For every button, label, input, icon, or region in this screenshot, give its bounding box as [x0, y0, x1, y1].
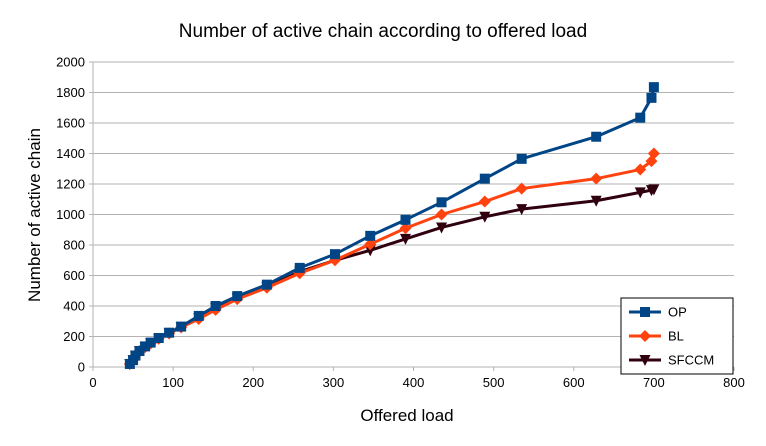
series-line — [128, 86, 656, 365]
data-point — [516, 153, 527, 164]
data-point — [646, 92, 657, 103]
data-point — [153, 333, 164, 344]
data-point — [479, 173, 490, 184]
data-point — [647, 147, 660, 160]
data-point — [261, 279, 272, 290]
data-point — [435, 208, 448, 221]
data-point — [329, 249, 340, 260]
legend-item-sfccm: SFCCM — [629, 353, 714, 368]
legend-swatch-marker — [640, 307, 650, 317]
x-tick-label: 0 — [89, 375, 96, 390]
legend-label: BL — [668, 329, 684, 344]
data-point — [294, 262, 305, 273]
data-point — [516, 204, 528, 216]
legend-label: OP — [668, 305, 687, 320]
series-op — [124, 82, 659, 369]
data-point — [478, 195, 491, 208]
data-point — [436, 222, 448, 234]
legend-item-bl: BL — [629, 329, 684, 344]
y-tick-label: 600 — [63, 268, 85, 283]
data-point — [365, 230, 376, 241]
y-tick-label: 1200 — [56, 177, 85, 192]
legend: OP BL SFCCM — [620, 297, 734, 375]
legend-swatch-marker — [639, 355, 651, 366]
data-point — [176, 321, 187, 332]
y-axis-label: Number of active chain — [25, 128, 44, 302]
data-point — [164, 327, 175, 338]
legend-swatch-marker — [639, 330, 651, 342]
x-tick-label: 800 — [723, 375, 745, 390]
data-point — [648, 184, 660, 196]
data-point — [648, 82, 659, 93]
data-point — [634, 187, 646, 199]
data-point — [210, 301, 221, 311]
y-tick-label: 1000 — [56, 207, 85, 222]
data-point — [400, 214, 411, 225]
series-lines — [123, 82, 660, 370]
data-point — [590, 195, 602, 207]
data-point — [479, 211, 491, 223]
y-tick-label: 1600 — [56, 116, 85, 131]
y-tick-label: 200 — [63, 329, 85, 344]
data-point — [399, 222, 412, 235]
y-tick-label: 0 — [78, 360, 85, 375]
x-tick-label: 500 — [483, 375, 505, 390]
data-point — [634, 163, 647, 176]
data-point — [635, 112, 646, 123]
legend-item-op: OP — [629, 305, 687, 320]
y-tick-label: 1800 — [56, 85, 85, 100]
x-tick-label: 700 — [643, 375, 665, 390]
x-tick-label: 100 — [162, 375, 184, 390]
data-point — [591, 131, 602, 142]
tick-labels: 0 200 400 600 800 1000 1200 1400 1600 1800 2000 0 10… — [56, 55, 745, 391]
x-tick-label: 200 — [242, 375, 264, 390]
data-point — [232, 291, 243, 302]
y-tick-label: 2000 — [56, 55, 85, 70]
data-point — [515, 182, 528, 195]
data-point — [134, 345, 145, 356]
x-tick-label: 400 — [403, 375, 425, 390]
y-tick-label: 400 — [63, 299, 85, 314]
data-point — [590, 172, 603, 185]
y-tick-label: 800 — [63, 238, 85, 253]
chart-title: Number of active chain according to offe… — [179, 21, 587, 42]
data-point — [193, 310, 204, 321]
x-axis-label: Offered load — [360, 406, 453, 425]
series-line — [128, 153, 656, 365]
y-tick-label: 1400 — [56, 146, 85, 161]
data-point — [436, 197, 447, 208]
x-tick-label: 300 — [323, 375, 345, 390]
data-point — [364, 245, 376, 257]
data-point — [145, 337, 156, 348]
x-tick-label: 600 — [563, 375, 585, 390]
data-point — [140, 341, 151, 352]
data-point — [364, 238, 377, 251]
series-line — [128, 187, 655, 365]
legend-label: SFCCM — [668, 353, 714, 368]
data-point — [399, 233, 411, 245]
series-sfccm — [124, 184, 660, 370]
